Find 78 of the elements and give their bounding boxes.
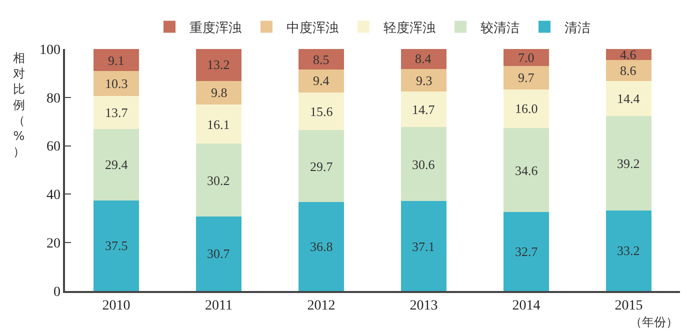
y-tick-label: 20 — [46, 236, 60, 252]
data-label: 14.4 — [617, 91, 640, 106]
y-tick-label: 40 — [46, 188, 60, 204]
data-label: 32.7 — [515, 244, 538, 259]
bar — [94, 96, 139, 130]
data-label: 34.6 — [515, 163, 538, 178]
y-axis-title: 相对比例（%） — [13, 51, 25, 159]
legend-label: 轻度浑浊 — [384, 20, 436, 36]
bar — [401, 69, 446, 92]
data-label: 37.5 — [105, 238, 128, 253]
bar — [504, 128, 549, 212]
data-label: 10.3 — [105, 76, 128, 91]
data-label: 30.6 — [412, 157, 436, 172]
x-tick-label: 2011 — [205, 298, 232, 314]
bar — [196, 144, 242, 217]
data-label: 8.5 — [313, 52, 330, 67]
bar — [298, 92, 344, 130]
bar — [401, 127, 446, 202]
bar — [298, 70, 344, 92]
bar — [196, 104, 242, 144]
bar — [401, 49, 446, 70]
y-tick-label: 100 — [39, 42, 60, 58]
bar — [298, 49, 344, 70]
data-label: 4.6 — [620, 47, 637, 62]
data-label: 14.7 — [412, 102, 436, 117]
data-label: 16.1 — [207, 117, 230, 132]
data-label: 33.2 — [617, 243, 640, 258]
bar — [94, 200, 139, 291]
data-label: 16.0 — [515, 101, 538, 116]
data-label: 29.7 — [310, 159, 334, 174]
legend-label: 中度浑浊 — [286, 20, 338, 36]
data-label: 13.7 — [105, 105, 128, 120]
bar — [298, 202, 344, 291]
x-tick-label: 2015 — [614, 298, 643, 314]
data-label: 29.4 — [105, 157, 128, 172]
data-label: 13.2 — [207, 57, 230, 72]
bar — [94, 129, 139, 200]
bar — [196, 49, 242, 81]
bar — [504, 89, 549, 128]
bar — [504, 212, 549, 291]
bar — [196, 216, 242, 291]
bar — [196, 80, 242, 105]
bar — [94, 49, 139, 72]
bar — [298, 130, 344, 202]
bar — [94, 71, 139, 96]
legend-label: 重度浑浊 — [190, 20, 242, 36]
y-tick-label: 60 — [46, 140, 60, 155]
data-label: 39.2 — [617, 156, 640, 171]
legend-label: 清洁 — [564, 20, 590, 36]
data-label: 8.6 — [620, 63, 637, 78]
x-tick-label: 2013 — [410, 298, 438, 314]
x-axis-title: （年份） — [630, 315, 678, 329]
y-tick-label: 80 — [46, 91, 60, 106]
data-label: 9.8 — [211, 85, 228, 100]
bar — [606, 210, 652, 291]
bar — [606, 60, 652, 81]
x-tick-label: 2012 — [307, 298, 336, 314]
data-label: 30.2 — [207, 173, 230, 188]
data-label: 36.8 — [310, 239, 333, 254]
data-label: 30.7 — [207, 246, 230, 261]
data-label: 7.0 — [518, 50, 534, 65]
y-tick-label: 0 — [53, 284, 60, 300]
data-label: 9.7 — [518, 70, 535, 85]
data-label: 9.3 — [416, 73, 432, 88]
data-label: 37.1 — [412, 239, 435, 254]
bar — [606, 116, 652, 211]
bar — [401, 201, 446, 291]
x-tick-label: 2014 — [512, 298, 540, 314]
x-tick-label: 2010 — [102, 298, 130, 314]
bar — [504, 49, 549, 66]
bar — [606, 80, 652, 116]
bar — [401, 92, 446, 128]
legend-label: 较清洁 — [480, 20, 520, 36]
data-label: 8.4 — [415, 51, 432, 66]
data-label: 9.1 — [108, 53, 124, 68]
data-label: 9.4 — [313, 73, 330, 88]
bar — [504, 66, 549, 90]
data-label: 15.6 — [310, 104, 334, 119]
